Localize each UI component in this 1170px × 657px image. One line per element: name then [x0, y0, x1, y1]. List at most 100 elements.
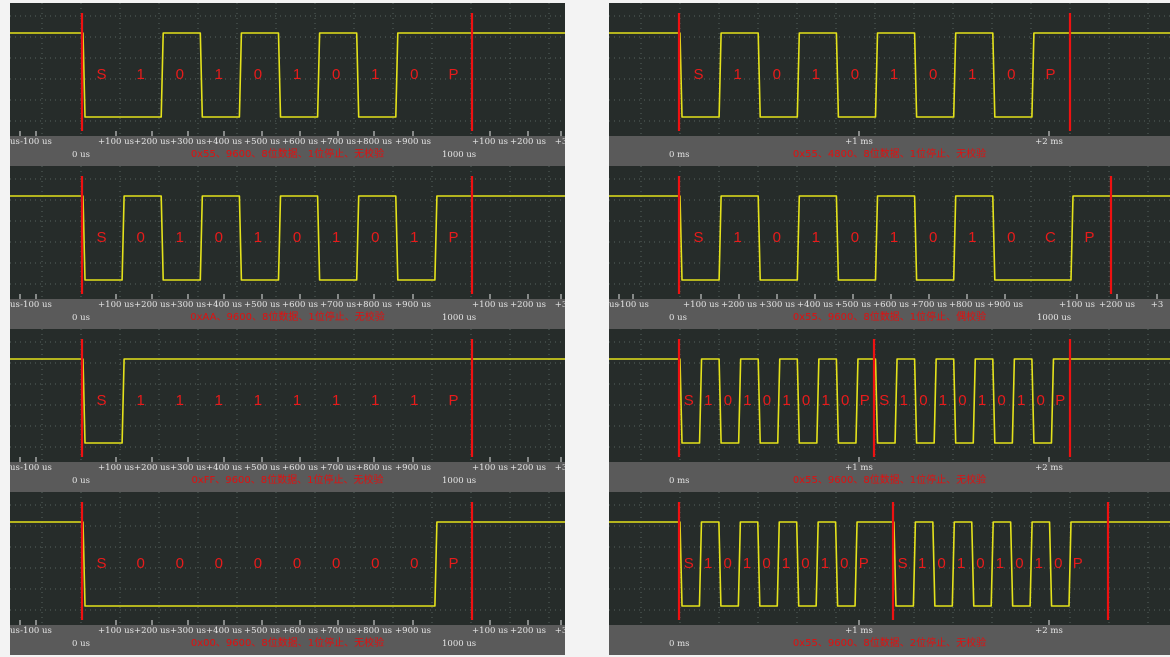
bit-label: P: [448, 392, 458, 409]
bit-label: S: [684, 555, 694, 572]
panel-caption: 0x55、9600、8位数据、1位停止、无校验: [793, 473, 986, 486]
axis-tick-label: +600 us: [282, 300, 318, 310]
panel-caption: 0xAA、9600、8位数据、1位停止、无校验: [190, 310, 384, 323]
bit-label: 0: [840, 555, 848, 572]
axis-tick-label: us: [10, 300, 20, 310]
panel-caption: 0x55、9600、8位数据、2位停止、无校验: [793, 636, 986, 649]
axis-tick-label: +3: [555, 300, 565, 310]
bit-label: 1: [215, 392, 223, 409]
waveform-trace: [609, 358, 1170, 444]
scope-background: [609, 166, 1170, 299]
bit-label: 0: [801, 555, 809, 572]
scope-panel-right-1: S 1 0 1 0 1 0 1 0 P +1 ms +2 ms 0 ms 0x55、4800、8位数据、1…: [609, 3, 1170, 166]
axis-tick-label: us: [609, 300, 619, 310]
axis-tick-label: +500 us: [244, 137, 280, 147]
axis-tick-label: +900 us: [395, 626, 431, 636]
axis-tick-label: +200 us: [134, 137, 170, 147]
bit-label: 0: [332, 555, 340, 572]
axis-tick-label: us: [10, 463, 20, 473]
panel-caption: 0x55、4800、8位数据、1位停止、无校验: [793, 147, 986, 160]
axis-tick-label: +100 us: [98, 300, 134, 310]
axis-tick-label: +200 us: [1099, 300, 1135, 310]
bit-label: 1: [812, 66, 820, 83]
bit-label: 0: [1015, 555, 1023, 572]
bit-label: P: [860, 392, 870, 409]
bit-label: P: [859, 555, 869, 572]
axis-tick-label: +100 us: [98, 463, 134, 473]
axis-tick-label: +400 us: [797, 300, 833, 310]
axis-tick-label: +400 us: [206, 626, 242, 636]
bit-label: P: [1055, 392, 1065, 409]
scope-background: [609, 492, 1170, 625]
bit-label: P: [1073, 555, 1083, 572]
waveform-trace: [10, 195, 565, 281]
axis-tick-label: +600 us: [873, 300, 909, 310]
grid: [609, 329, 1170, 462]
axis-tick-label: +800 us: [356, 626, 392, 636]
bit-label: 1: [332, 229, 340, 246]
scope-background: [10, 3, 565, 136]
bit-label: 1: [410, 392, 418, 409]
waveform-trace: [10, 32, 565, 118]
bit-label: 1: [782, 555, 790, 572]
axis-tick-label: +700 us: [320, 300, 356, 310]
axis-tick-label: +100 us: [1059, 300, 1095, 310]
bit-label: 0: [958, 392, 966, 409]
bit-label: 0: [254, 555, 262, 572]
bit-label: 1: [136, 392, 144, 409]
bit-label: 1: [743, 555, 751, 572]
bit-label: 0: [410, 66, 418, 83]
axis-band: [609, 462, 1170, 492]
axis-tick-label: +900 us: [395, 463, 431, 473]
axis-band: [609, 299, 1170, 329]
bit-label: 1: [136, 66, 144, 83]
axis-tick-label: +200 us: [510, 137, 546, 147]
origin-time-label: 0 ms: [669, 150, 690, 160]
scope-panel-right-4: S 1 0 1 0 1 0 1 0 P S 1 0 1 0 1 0 1 0 P +1 ms +2 ms 0 ms 0x55、9…: [609, 492, 1170, 655]
axis-tick-label: +100 us: [98, 137, 134, 147]
axis-tick-label: +3: [555, 137, 565, 147]
bit-label: 1: [978, 392, 986, 409]
bit-label: 1: [293, 392, 301, 409]
axis-tick-label: +700 us: [320, 463, 356, 473]
axis-tick-label: +2 ms: [1035, 137, 1063, 147]
waveform-trace: [609, 32, 1170, 118]
axis-tick-label: +1 ms: [845, 463, 873, 473]
grid: [10, 492, 565, 625]
panel-caption: 0xFF、9600、8位数据、1位停止、无校验: [192, 473, 384, 486]
bit-label: 1: [957, 555, 965, 572]
bit-label: 0: [371, 229, 379, 246]
bit-label: 1: [410, 229, 418, 246]
origin-time-label: 0 us: [72, 150, 90, 160]
axis-band: [10, 136, 565, 166]
bit-label: 1: [968, 66, 976, 83]
origin-time-label: 0 us: [72, 476, 90, 486]
bit-label: 0: [371, 555, 379, 572]
bit-label: 0: [215, 229, 223, 246]
bit-label: 1: [890, 229, 898, 246]
axis-tick-label: +1 ms: [845, 626, 873, 636]
waveform-trace: [609, 521, 1170, 607]
axis-tick-label: +3: [555, 463, 565, 473]
axis-band: [609, 625, 1170, 655]
axis-tick-label: +3: [555, 626, 565, 636]
axis-tick-label: +500 us: [244, 300, 280, 310]
axis-tick-label: +2 ms: [1035, 626, 1063, 636]
bit-label: 0: [723, 555, 731, 572]
waveform-trace: [10, 358, 565, 444]
bit-label: S: [694, 229, 704, 246]
axis-tick-label: -100 us: [20, 463, 52, 473]
axis-tick-label: +100 us: [472, 300, 508, 310]
axis-tick-label: +400 us: [206, 463, 242, 473]
bit-label: 0: [773, 66, 781, 83]
origin-time-label: 0 us: [669, 313, 687, 323]
bit-label: 0: [724, 392, 732, 409]
axis-tick-label: -100 us: [20, 300, 52, 310]
bit-label: 0: [1037, 392, 1045, 409]
axis-tick-label: +300 us: [170, 626, 206, 636]
bit-label: 0: [802, 392, 810, 409]
axis-band: [10, 299, 565, 329]
bit-label: 1: [812, 229, 820, 246]
